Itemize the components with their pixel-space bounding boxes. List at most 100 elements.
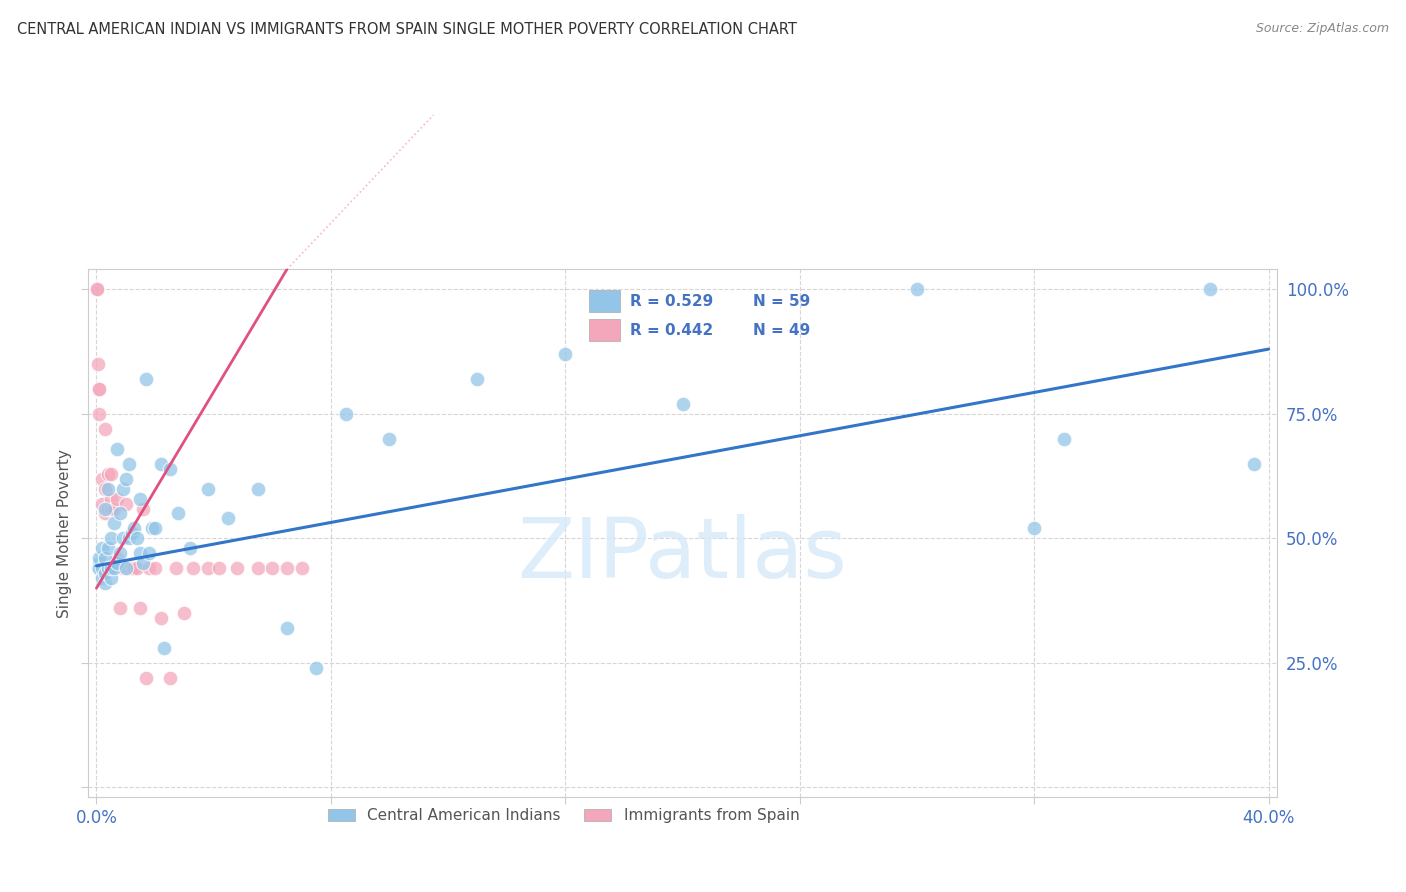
Point	[276, 621, 298, 635]
Point	[97, 561, 120, 575]
Point	[378, 432, 401, 446]
Point	[91, 541, 114, 556]
Point	[108, 546, 131, 560]
Point	[124, 561, 146, 575]
Point	[91, 571, 114, 585]
Point	[87, 357, 110, 371]
Point	[105, 551, 128, 566]
Point	[100, 532, 122, 546]
Point	[1243, 457, 1265, 471]
Point	[132, 557, 155, 571]
Point	[87, 561, 110, 575]
Point	[91, 561, 114, 575]
Y-axis label: Single Mother Poverty: Single Mother Poverty	[58, 449, 72, 618]
Point	[167, 507, 190, 521]
Point	[100, 571, 122, 585]
Point	[127, 532, 149, 546]
Point	[290, 561, 312, 575]
Point	[105, 442, 128, 456]
Point	[114, 561, 136, 575]
Point	[100, 561, 122, 575]
Point	[262, 561, 284, 575]
Point	[94, 501, 117, 516]
Point	[165, 561, 187, 575]
Point	[100, 491, 122, 506]
Point	[305, 661, 328, 675]
Point	[197, 561, 219, 575]
Point	[149, 457, 172, 471]
Point	[117, 561, 139, 575]
Point	[94, 576, 117, 591]
Point	[89, 551, 111, 566]
Point	[97, 482, 120, 496]
Point	[117, 457, 139, 471]
Point	[132, 501, 155, 516]
Point	[467, 372, 489, 386]
Point	[129, 546, 152, 560]
Point	[181, 561, 204, 575]
Point	[97, 561, 120, 575]
Point	[138, 561, 160, 575]
Text: ZIPatlas: ZIPatlas	[517, 514, 848, 595]
Point	[173, 606, 195, 620]
Point	[114, 496, 136, 510]
Point	[94, 566, 117, 581]
Point	[226, 561, 249, 575]
Point	[135, 372, 157, 386]
Point	[554, 347, 576, 361]
Point	[91, 496, 114, 510]
Point	[121, 526, 143, 541]
Point	[1052, 432, 1074, 446]
Point	[1024, 521, 1046, 535]
Point	[94, 551, 117, 566]
Point	[138, 546, 160, 560]
Point	[217, 511, 239, 525]
Point	[129, 601, 152, 615]
Point	[246, 482, 269, 496]
Point	[94, 507, 117, 521]
Point	[671, 397, 693, 411]
Point	[108, 601, 131, 615]
Point	[91, 472, 114, 486]
Point	[129, 491, 152, 506]
Point	[94, 566, 117, 581]
Point	[91, 561, 114, 575]
Point	[108, 507, 131, 521]
Point	[97, 541, 120, 556]
Point	[103, 561, 125, 575]
Point	[159, 671, 181, 685]
Point	[105, 557, 128, 571]
Point	[276, 561, 298, 575]
Point	[103, 501, 125, 516]
Point	[135, 671, 157, 685]
Legend: Central American Indians, Immigrants from Spain: Central American Indians, Immigrants fro…	[322, 802, 806, 830]
Point	[100, 501, 122, 516]
Point	[97, 501, 120, 516]
Point	[94, 422, 117, 436]
Point	[89, 561, 111, 575]
Point	[197, 482, 219, 496]
Point	[159, 461, 181, 475]
Point	[105, 491, 128, 506]
Point	[103, 561, 125, 575]
Point	[1199, 282, 1222, 296]
Point	[114, 561, 136, 575]
Point	[94, 482, 117, 496]
Point	[141, 521, 163, 535]
Point	[100, 467, 122, 481]
Point	[127, 561, 149, 575]
Point	[114, 472, 136, 486]
Point	[87, 557, 110, 571]
Point	[121, 561, 143, 575]
Point	[86, 282, 108, 296]
Point	[152, 640, 174, 655]
Point	[103, 516, 125, 531]
Point	[89, 382, 111, 396]
Point	[86, 282, 108, 296]
Point	[143, 561, 166, 575]
Point	[143, 521, 166, 535]
Point	[208, 561, 231, 575]
Point	[905, 282, 928, 296]
Text: CENTRAL AMERICAN INDIAN VS IMMIGRANTS FROM SPAIN SINGLE MOTHER POVERTY CORRELATI: CENTRAL AMERICAN INDIAN VS IMMIGRANTS FR…	[17, 22, 797, 37]
Point	[124, 521, 146, 535]
